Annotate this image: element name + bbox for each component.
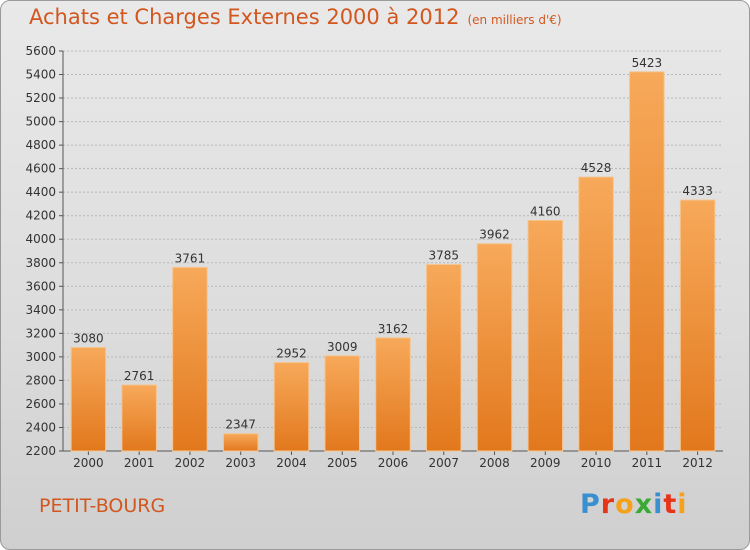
x-tick-label: 2006 xyxy=(378,456,409,470)
labels: 2200 2400 2600 2800 3000 3200 3400 3600 3800 4000… xyxy=(25,44,712,470)
y-tick-label: 3200 xyxy=(25,326,56,340)
y-tick-label: 3400 xyxy=(25,303,56,317)
bar-value-label: 3962 xyxy=(479,228,510,242)
x-tick-label: 2009 xyxy=(530,456,561,470)
y-tick-label: 3600 xyxy=(25,279,56,293)
bar xyxy=(527,219,564,452)
logo-letter: r xyxy=(600,489,616,520)
y-tick-label: 4000 xyxy=(25,232,56,246)
y-tick-label: 4400 xyxy=(25,185,56,199)
bar-value-label: 3761 xyxy=(175,251,206,265)
y-tick-label: 4800 xyxy=(25,138,56,152)
bar-value-label: 4160 xyxy=(530,204,561,218)
bar xyxy=(426,264,462,452)
x-tick-label: 2011 xyxy=(632,456,663,470)
proxiti-logo: Proxiti xyxy=(580,489,688,520)
y-tick-label: 2200 xyxy=(25,444,56,458)
bar xyxy=(172,266,208,452)
y-tick-label: 3800 xyxy=(25,256,56,270)
bar xyxy=(273,362,310,452)
y-tick-label: 5200 xyxy=(25,91,56,105)
chart-subtitle: (en milliers d'€) xyxy=(467,13,562,27)
y-tick-label: 5000 xyxy=(25,115,56,129)
bar xyxy=(70,346,107,452)
bar-value-label: 3080 xyxy=(73,331,104,345)
bar xyxy=(222,433,259,452)
bar-value-label: 4528 xyxy=(581,161,612,175)
x-tick-label: 2010 xyxy=(581,456,612,470)
bar xyxy=(578,176,614,452)
x-tick-label: 2004 xyxy=(276,456,307,470)
bar-value-label: 3785 xyxy=(428,249,459,263)
bars xyxy=(70,71,716,452)
bar-value-label: 3009 xyxy=(327,340,358,354)
bar-value-label: 2952 xyxy=(276,347,307,361)
bar-value-label: 2761 xyxy=(124,369,155,383)
chart-title: Achats et Charges Externes 2000 à 2012 (e… xyxy=(29,5,562,29)
x-tick-label: 2012 xyxy=(682,456,713,470)
y-tick-label: 5600 xyxy=(25,44,56,58)
logo-letter: t xyxy=(663,489,678,520)
y-tick-label: 4200 xyxy=(25,209,56,223)
bar xyxy=(679,199,716,452)
logo-letter: o xyxy=(615,489,635,520)
bar xyxy=(375,337,411,452)
x-tick-label: 2001 xyxy=(124,456,155,470)
y-tick-label: 2600 xyxy=(25,397,56,411)
y-tick-label: 4600 xyxy=(25,162,56,176)
y-tick-label: 2800 xyxy=(25,373,56,387)
x-tick-label: 2005 xyxy=(327,456,358,470)
x-tick-label: 2003 xyxy=(225,456,256,470)
x-tick-label: 2000 xyxy=(73,456,104,470)
x-tick-label: 2002 xyxy=(175,456,206,470)
x-tick-label: 2007 xyxy=(428,456,459,470)
logo-letter: i xyxy=(653,489,664,520)
logo-letter: i xyxy=(677,489,688,520)
bar xyxy=(324,355,360,452)
logo-letter: x xyxy=(634,489,654,520)
bar xyxy=(629,71,665,452)
y-tick-label: 3000 xyxy=(25,350,56,364)
x-tick-label: 2008 xyxy=(479,456,510,470)
place-name: PETIT-BOURG xyxy=(39,495,166,517)
bar-value-label: 4333 xyxy=(682,184,713,198)
bar-value-label: 3162 xyxy=(378,322,409,336)
bar xyxy=(476,243,513,452)
bar xyxy=(121,384,157,452)
y-tick-label: 2400 xyxy=(25,420,56,434)
logo-letter: P xyxy=(580,489,601,520)
chart-title-text: Achats et Charges Externes 2000 à 2012 xyxy=(29,5,460,29)
bar-value-label: 5423 xyxy=(632,56,663,70)
bar-value-label: 2347 xyxy=(225,418,256,432)
y-tick-label: 5400 xyxy=(25,68,56,82)
